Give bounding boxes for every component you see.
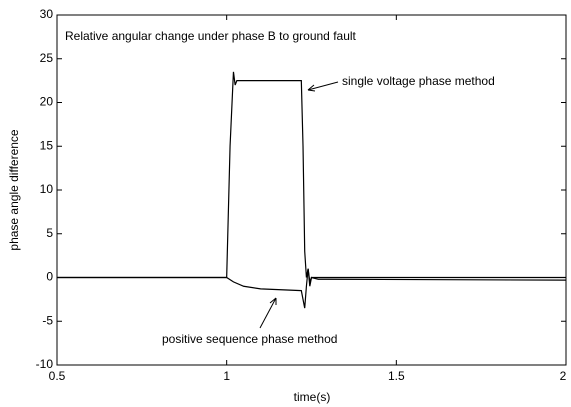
annotation-arrow (307, 81, 339, 91)
annotation-arrowhead (269, 297, 277, 305)
x-tick-label: 1.5 (388, 369, 405, 383)
annotation-arrow (259, 297, 277, 329)
annotation-arrowhead (307, 84, 316, 92)
y-tick-label: 10 (40, 182, 54, 196)
plot-frame (56, 14, 567, 366)
y-tick-label: -10 (36, 357, 54, 371)
y-tick-label: -5 (42, 313, 53, 327)
y-axis-label: phase angle difference (7, 129, 21, 251)
x-tick-label: 0.5 (49, 369, 66, 383)
y-tick-label: 5 (46, 226, 53, 240)
y-tick-label: 20 (40, 95, 54, 109)
y-tick-label: 15 (40, 138, 54, 152)
chart-title: Relative angular change under phase B to… (65, 29, 357, 43)
y-tick-label: 25 (40, 51, 54, 65)
annotation: positive sequence phase method (162, 332, 337, 346)
series-line (57, 268, 567, 309)
x-tick-label: 1 (223, 369, 230, 383)
annotation: single voltage phase method (342, 74, 495, 88)
x-axis-label: time(s) (294, 390, 331, 404)
series-line (57, 71, 566, 287)
x-tick-label: 2 (560, 369, 567, 383)
y-tick-label: 0 (46, 270, 53, 284)
y-tick-label: 30 (40, 7, 54, 21)
